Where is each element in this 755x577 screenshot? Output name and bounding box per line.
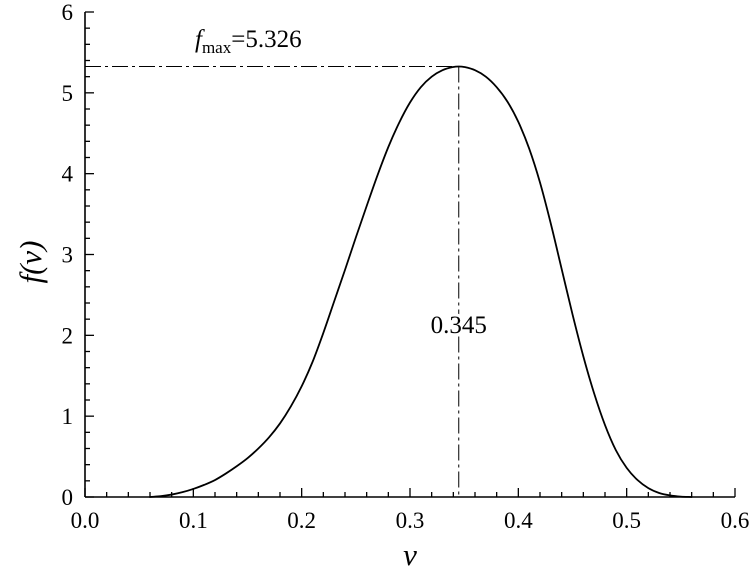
x-tick-label: 0.1 — [179, 508, 208, 533]
y-tick-label: 5 — [62, 81, 74, 106]
y-tick-label: 4 — [62, 162, 74, 187]
reference-lines — [85, 65, 460, 497]
x-tick-label: 0.4 — [504, 508, 533, 533]
y-tick-label: 2 — [62, 323, 74, 348]
y-tick-label: 0 — [62, 485, 74, 510]
x-axis-title: v — [403, 537, 417, 572]
fmax-value: =5.326 — [231, 26, 301, 53]
x-tick-label: 0.6 — [721, 508, 750, 533]
x-tick-label: 0.2 — [287, 508, 316, 533]
x-tick-label: 0.0 — [71, 508, 100, 533]
fmax-subscript: max — [202, 38, 232, 57]
y-tick-label: 6 — [62, 0, 74, 25]
fmax-annotation: fmax=5.326 — [195, 26, 302, 57]
y-tick-label: 3 — [62, 243, 74, 268]
y-tick-label: 1 — [62, 404, 74, 429]
peak-position-annotation: 0.345 — [431, 312, 487, 339]
density-curve — [149, 65, 693, 498]
x-tick-label: 0.5 — [612, 508, 641, 533]
y-axis-title: f(v) — [13, 240, 48, 283]
tick-labels: 0.0 0.1 0.2 0.3 0.4 0.5 0.6 0 1 2 3 4 5 6 — [62, 0, 750, 533]
fmax-symbol: f — [195, 26, 205, 53]
x-tick-label: 0.3 — [396, 508, 425, 533]
